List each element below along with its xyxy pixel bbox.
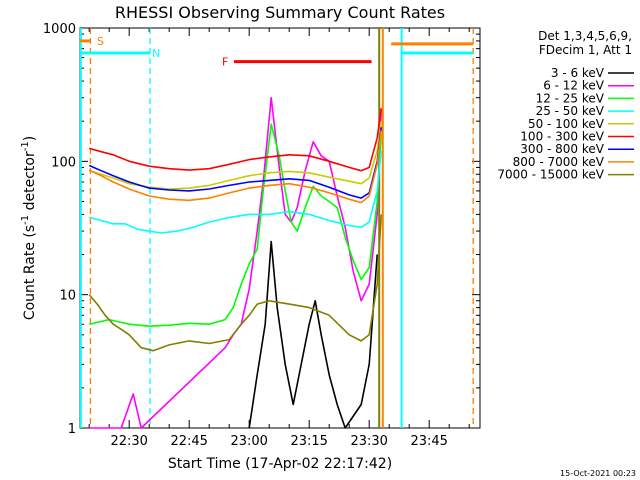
series-line [88,127,382,199]
series-lines [88,96,382,429]
y-axis: 1 10 100 1000 [43,22,480,437]
series-line [88,130,382,204]
x-axis-label: Start Time (17-Apr-02 22:17:42) [168,456,392,472]
legend-label: 3 - 6 keV [551,66,605,80]
y-tick-label: 10 [59,289,76,304]
y-axis-label: Count Rate (s-1 detector-1) [20,136,38,320]
y-tick-label: 1000 [43,22,76,37]
series-line [88,121,382,190]
legend-label: 100 - 300 keV [520,130,604,144]
x-tick-label: 22:45 [170,434,207,449]
series-line [89,123,382,328]
flag-label: N [152,47,160,60]
x-tick-label: 22:30 [110,434,147,449]
series-line [89,96,382,429]
series-line [88,108,382,172]
mode-markers [79,28,474,428]
flag-bars: S N F [80,35,474,69]
flag-label: F [222,56,228,69]
legend-label: 6 - 12 keV [543,79,605,93]
y-tick-label: 100 [51,155,76,170]
legend-header-line-2: FDecim 1, Att 1 [539,43,632,57]
x-tick-label: 23:15 [290,434,327,449]
x-tick-label: 23:30 [350,434,387,449]
legend-label: 50 - 100 keV [528,117,605,131]
flag-label: S [97,35,104,48]
footer-date: 15-Oct-2021 00:23 [560,469,636,478]
legend: Det 1,3,4,5,6,9, FDecim 1, Att 1 3 - 6 k… [497,29,634,182]
legend-label: 800 - 7000 keV [513,155,605,169]
legend-label: 7000 - 15000 keV [497,168,604,182]
plot-frame [79,27,481,429]
series-line [248,240,378,429]
legend-label: 25 - 50 keV [536,104,605,118]
y-tick-label: 1 [68,422,76,437]
series-line [88,214,382,352]
legend-header-line-1: Det 1,3,4,5,6,9, [538,29,632,43]
series-line [88,150,382,234]
legend-label: 12 - 25 keV [536,91,605,105]
x-tick-label: 23:45 [410,434,447,449]
x-axis: 22:30 22:45 23:00 23:15 23:30 23:45 [88,28,470,449]
x-tick-label: 23:00 [230,434,267,449]
legend-label: 300 - 800 keV [520,142,604,156]
chart-title: RHESSI Observing Summary Count Rates [115,3,445,22]
